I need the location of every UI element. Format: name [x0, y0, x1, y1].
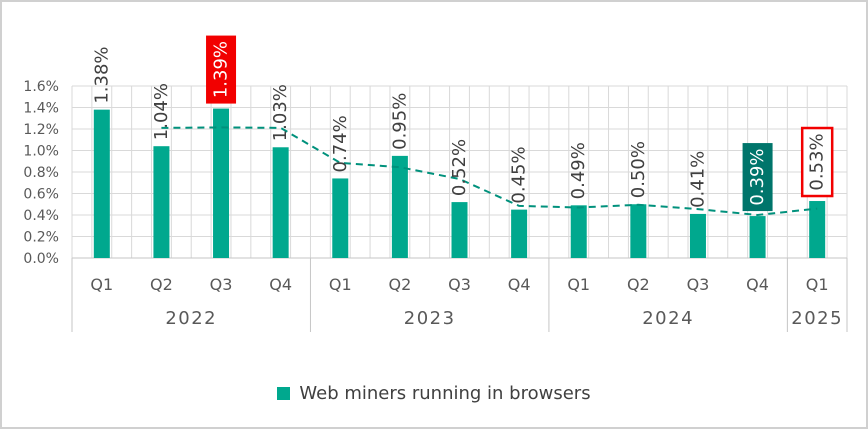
bar [809, 201, 826, 258]
quarter-label: Q2 [388, 275, 411, 294]
quarter-label: Q4 [269, 275, 292, 294]
quarter-label: Q1 [806, 275, 829, 294]
bar [689, 213, 706, 258]
quarter-label: Q1 [567, 275, 590, 294]
year-label: 2022 [165, 308, 217, 329]
data-label-highlight-box [742, 143, 773, 212]
quarter-label: Q4 [508, 275, 531, 294]
data-label: 0.74% [330, 115, 351, 172]
data-label: 0.50% [628, 141, 649, 198]
quarter-label: Q4 [746, 275, 769, 294]
quarter-label: Q3 [448, 275, 471, 294]
year-label: 2023 [404, 308, 456, 329]
data-label: 0.41% [687, 151, 708, 208]
bar [93, 109, 110, 259]
data-label: 0.45% [509, 146, 530, 203]
trendline-moving-average [161, 126, 818, 217]
year-label: 2024 [642, 308, 694, 329]
quarter-label: Q3 [687, 275, 710, 294]
y-tick-label: 1.0% [23, 144, 59, 160]
y-tick-label: 0.6% [23, 187, 59, 203]
y-tick-label: 1.2% [23, 122, 59, 138]
data-label: 0.52% [449, 139, 470, 196]
data-label: 1.04% [151, 83, 172, 140]
bar [511, 209, 528, 258]
bar [570, 205, 587, 258]
bar [630, 204, 647, 258]
data-label: 0.95% [389, 93, 410, 150]
data-label: 1.39% [211, 41, 232, 98]
data-label: 0.39% [747, 148, 768, 205]
y-tick-label: 0.4% [23, 208, 59, 224]
quarter-label: Q2 [150, 275, 173, 294]
bar [272, 147, 289, 258]
bar [451, 202, 468, 258]
data-label-highlight-box [800, 126, 834, 198]
y-tick-label: 1.6% [23, 79, 59, 95]
quarter-label: Q1 [329, 275, 352, 294]
bar [749, 216, 766, 258]
legend-label: Web miners running in browsers [299, 382, 591, 404]
y-tick-label: 0.2% [23, 230, 59, 246]
y-tick-label: 0.8% [23, 165, 59, 181]
year-label: 2025 [791, 308, 843, 329]
y-tick-label: 1.4% [23, 101, 59, 117]
data-label: 0.49% [568, 142, 589, 199]
quarter-label: Q3 [210, 275, 233, 294]
legend-swatch-icon [277, 386, 291, 400]
data-label: 1.38% [91, 46, 112, 103]
quarter-label: Q2 [627, 275, 650, 294]
quarter-label: Q1 [90, 275, 113, 294]
data-label: 1.03% [270, 84, 291, 141]
legend: Web miners running in browsers [2, 380, 866, 406]
bar [213, 108, 230, 258]
bar [332, 178, 349, 258]
data-label-highlight-box [206, 35, 237, 104]
y-tick-label: 0.0% [23, 251, 59, 267]
data-label: 0.53% [807, 133, 828, 190]
bar [391, 155, 408, 258]
bar [153, 146, 170, 258]
